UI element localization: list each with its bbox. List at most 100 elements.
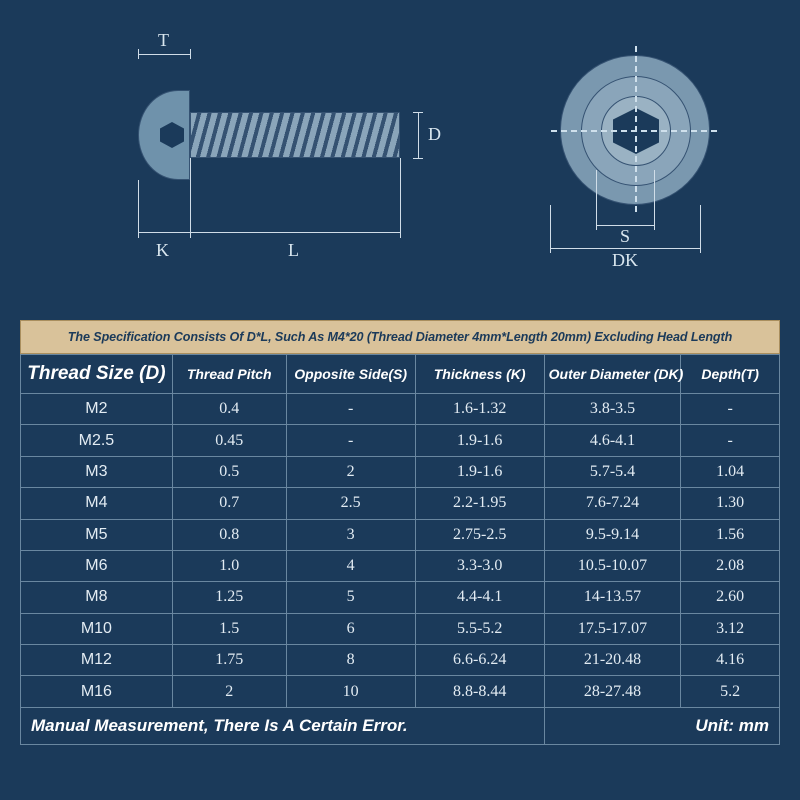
table-cell: 5.5-5.2	[415, 613, 544, 644]
table-cell: 2.75-2.5	[415, 519, 544, 550]
table-cell: M12	[21, 645, 173, 676]
screw-head-top	[560, 55, 710, 205]
table-cell: 7.6-7.24	[544, 488, 681, 519]
dim-ext	[190, 158, 191, 238]
table-cell: 2	[172, 676, 286, 707]
col-header: Thread Pitch	[172, 355, 286, 394]
col-header: Opposite Side(S)	[286, 355, 415, 394]
table-cell: 3	[286, 519, 415, 550]
dim-L-line	[190, 232, 400, 233]
table-cell: M2	[21, 394, 173, 425]
dim-D-line	[418, 112, 419, 158]
table-cell: 1.25	[172, 582, 286, 613]
table-cell: M8	[21, 582, 173, 613]
table-cell: 2.60	[681, 582, 780, 613]
table-cell: M10	[21, 613, 173, 644]
table-cell: 8.8-8.44	[415, 676, 544, 707]
footer-note: Manual Measurement, There Is A Certain E…	[21, 707, 545, 744]
table-cell: -	[286, 425, 415, 456]
dim-ext	[550, 205, 551, 253]
table-cell: 4.4-4.1	[415, 582, 544, 613]
table-cell: -	[286, 394, 415, 425]
table-row: M30.521.9-1.65.7-5.41.04	[21, 456, 780, 487]
dim-tick	[413, 112, 423, 113]
table-cell: 2.2-1.95	[415, 488, 544, 519]
spec-banner-text: The Specification Consists Of D*L, Such …	[68, 330, 732, 344]
table-cell: 14-13.57	[544, 582, 681, 613]
dim-ext	[654, 170, 655, 230]
dim-L-label: L	[288, 240, 299, 261]
table-cell: 2	[286, 456, 415, 487]
table-cell: 1.56	[681, 519, 780, 550]
table-cell: 0.8	[172, 519, 286, 550]
table-row: M50.832.75-2.59.5-9.141.56	[21, 519, 780, 550]
dim-T-label: T	[158, 30, 169, 51]
table-cell: 5	[286, 582, 415, 613]
table-row: M162108.8-8.4428-27.485.2	[21, 676, 780, 707]
dim-K-line	[138, 232, 190, 233]
dim-tick	[138, 49, 139, 59]
dim-tick	[413, 158, 423, 159]
table-cell: 10	[286, 676, 415, 707]
table-cell: 1.30	[681, 488, 780, 519]
dim-D-label: D	[428, 124, 441, 145]
table-cell: -	[681, 425, 780, 456]
dim-ext	[596, 170, 597, 230]
table-cell: 0.45	[172, 425, 286, 456]
col-header: Thread Size (D)	[21, 355, 173, 394]
table-footer: Manual Measurement, There Is A Certain E…	[21, 707, 780, 744]
table-row: M40.72.52.2-1.957.6-7.241.30	[21, 488, 780, 519]
screw-thread-side	[190, 112, 400, 158]
dim-ext	[400, 158, 401, 238]
table-cell: 4.6-4.1	[544, 425, 681, 456]
table-row: M20.4-1.6-1.323.8-3.5-	[21, 394, 780, 425]
centerline-h	[551, 130, 721, 132]
table-header: Thread Size (D)Thread PitchOpposite Side…	[21, 355, 780, 394]
spec-table: Thread Size (D)Thread PitchOpposite Side…	[20, 354, 780, 745]
table-row: M81.2554.4-4.114-13.572.60	[21, 582, 780, 613]
table-cell: 1.9-1.6	[415, 425, 544, 456]
table-cell: M16	[21, 676, 173, 707]
table-cell: 3.8-3.5	[544, 394, 681, 425]
table-cell: 1.5	[172, 613, 286, 644]
table-cell: 1.04	[681, 456, 780, 487]
table-cell: 5.2	[681, 676, 780, 707]
table-cell: 1.6-1.32	[415, 394, 544, 425]
table-cell: M5	[21, 519, 173, 550]
col-header: Thickness (K)	[415, 355, 544, 394]
table-cell: 28-27.48	[544, 676, 681, 707]
table-cell: -	[681, 394, 780, 425]
spec-table-wrap: Thread Size (D)Thread PitchOpposite Side…	[20, 354, 780, 745]
dim-DK-line	[550, 248, 700, 249]
table-cell: 4.16	[681, 645, 780, 676]
table-cell: 10.5-10.07	[544, 550, 681, 581]
dim-T-line	[138, 54, 190, 55]
table-row: M2.50.45-1.9-1.64.6-4.1-	[21, 425, 780, 456]
table-cell: M2.5	[21, 425, 173, 456]
canvas: T D K L S DK Th	[0, 20, 800, 800]
dim-K-label: K	[156, 240, 169, 261]
table-cell: 5.7-5.4	[544, 456, 681, 487]
table-cell: 2.5	[286, 488, 415, 519]
dim-S-label: S	[620, 226, 630, 247]
table-cell: 0.4	[172, 394, 286, 425]
dim-ext	[138, 180, 139, 238]
table-cell: M6	[21, 550, 173, 581]
table-cell: 1.0	[172, 550, 286, 581]
table-row: M101.565.5-5.217.5-17.073.12	[21, 613, 780, 644]
table-cell: 1.9-1.6	[415, 456, 544, 487]
table-cell: 9.5-9.14	[544, 519, 681, 550]
dim-ext	[700, 205, 701, 253]
col-header: Outer Diameter (DK)	[544, 355, 681, 394]
footer-unit: Unit: mm	[544, 707, 779, 744]
table-cell: 4	[286, 550, 415, 581]
table-cell: 0.7	[172, 488, 286, 519]
table-cell: 3.12	[681, 613, 780, 644]
table-cell: 8	[286, 645, 415, 676]
table-row: M61.043.3-3.010.5-10.072.08	[21, 550, 780, 581]
screw-diagram: T D K L S DK	[20, 20, 780, 280]
table-cell: 1.75	[172, 645, 286, 676]
table-cell: 17.5-17.07	[544, 613, 681, 644]
table-cell: 2.08	[681, 550, 780, 581]
spec-banner: The Specification Consists Of D*L, Such …	[20, 320, 780, 354]
